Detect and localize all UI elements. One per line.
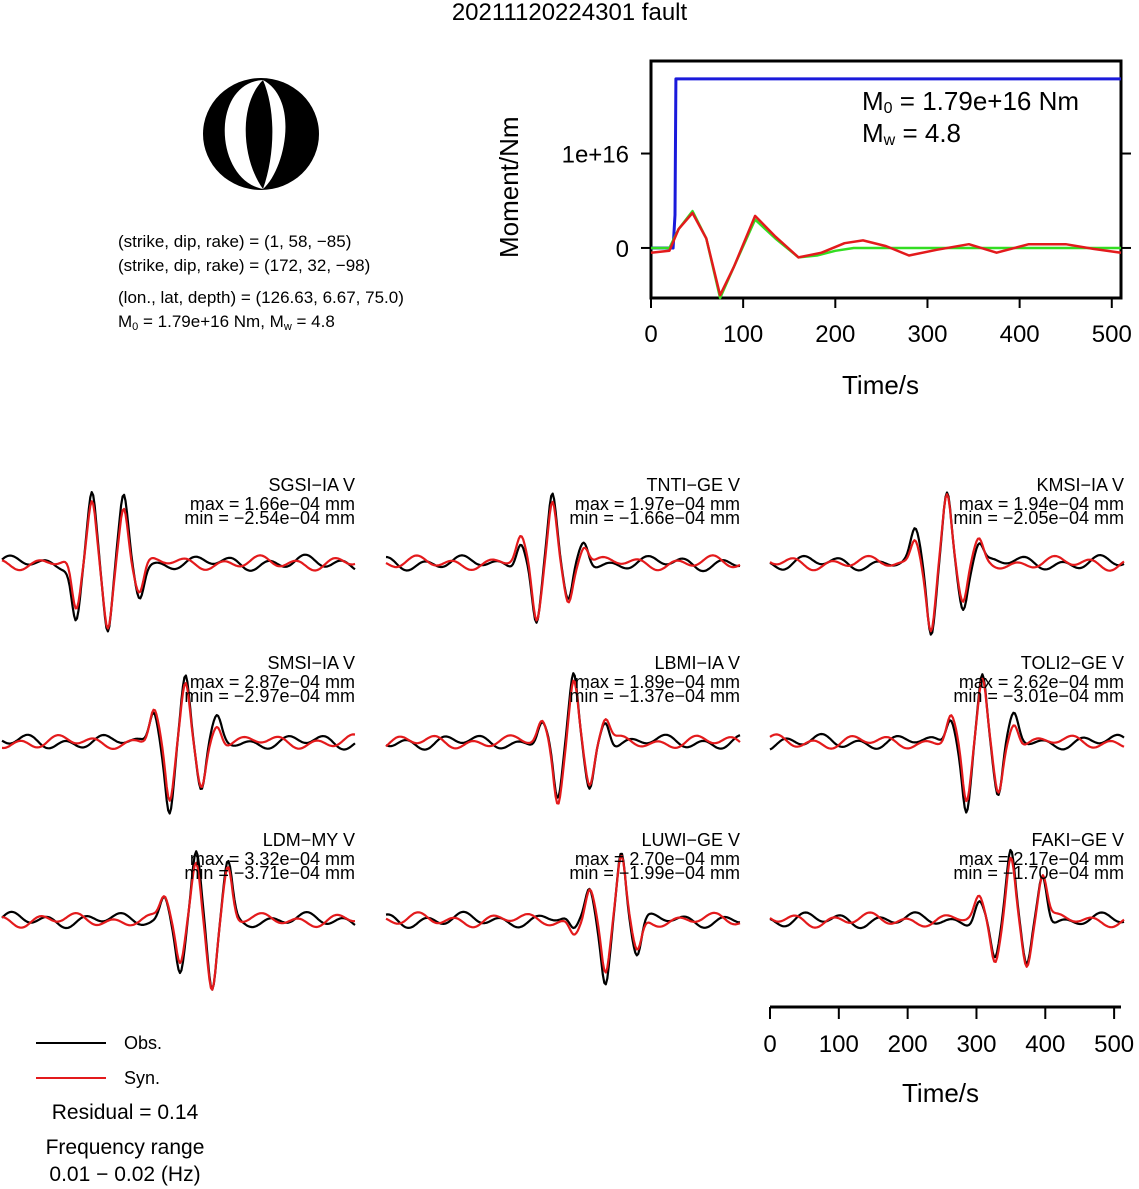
station-min: min = −3.71e−04 mm: [184, 863, 355, 883]
waveform-syn: [769, 856, 1125, 968]
station-max: max = 2.62e−04 mm: [958, 672, 1124, 692]
legend-syn-label: Syn.: [124, 1068, 161, 1088]
station-name: LUWI−GE V: [641, 830, 740, 850]
moment-xtick-label: 200: [815, 321, 855, 348]
moment-series-2: [650, 211, 1122, 297]
waveform-syn: [1, 682, 356, 802]
focal-line-1: (strike, dip, rake) = (1, 58, −85): [118, 232, 352, 251]
station-name: KMSI−IA V: [1036, 475, 1124, 495]
waveform-xtick-label: 500: [1094, 1031, 1134, 1058]
station-min: min = −2.05e−04 mm: [953, 508, 1124, 528]
station-min: min = −2.54e−04 mm: [184, 508, 355, 528]
chart-title: 20211120224301 fault: [451, 0, 688, 26]
moment-ylabel: Moment/Nm: [494, 116, 524, 258]
moment-ytick-label: 1e+16: [562, 142, 629, 169]
station-max: max = 2.87e−04 mm: [189, 672, 355, 692]
station-name: TOLI2−GE V: [1020, 653, 1124, 673]
station-max: max = 1.94e−04 mm: [958, 494, 1124, 514]
waveform-syn: [769, 677, 1125, 803]
waveform-xtick-label: 200: [888, 1031, 928, 1058]
moment-series-0: [651, 77, 1121, 250]
station-panel: [385, 492, 741, 624]
beachball-icon: [203, 78, 319, 190]
waveform-xtick-label: 400: [1025, 1031, 1065, 1058]
moment-xtick-label: 300: [907, 321, 947, 348]
moment-xlabel: Time/s: [842, 370, 920, 400]
station-panel: [1, 491, 356, 633]
station-max: max = 3.32e−04 mm: [189, 849, 355, 869]
station-name: FAKI−GE V: [1031, 830, 1124, 850]
station-min: min = −1.37e−04 mm: [569, 686, 740, 706]
station-name: SGSI−IA V: [268, 475, 355, 495]
station-max: max = 1.66e−04 mm: [189, 494, 355, 514]
waveform-syn: [769, 493, 1125, 633]
station-min: min = −1.70e−04 mm: [953, 863, 1124, 883]
station-max: max = 2.70e−04 mm: [574, 849, 740, 869]
moment-ytick-label: 0: [616, 236, 629, 263]
frequency-range: 0.01 − 0.02 (Hz): [49, 1163, 201, 1186]
residual-text: Residual = 0.14: [51, 1101, 199, 1124]
waveform-grid: 0 100 200 300 400 500: [1, 491, 1134, 1058]
moment-mw-annotation: Mw = 4.8: [862, 118, 962, 149]
waveform-syn: [1, 861, 356, 991]
waveform-syn: [1, 500, 356, 630]
focal-line-4: M0 = 1.79e+16 Nm, Mw = 4.8: [118, 312, 335, 333]
moment-frame: [649, 59, 1123, 300]
station-panel: [1, 850, 356, 991]
station-name: SMSI−IA V: [267, 653, 355, 673]
station-max: max = 1.89e−04 mm: [574, 672, 740, 692]
station-min: min = −1.99e−04 mm: [569, 863, 740, 883]
station-name: TNTI−GE V: [646, 475, 740, 495]
station-panel: [769, 848, 1125, 968]
moment-plot: 0 100 200 300 400 500 0 1e+16: [562, 59, 1132, 348]
legend-obs-label: Obs.: [124, 1033, 163, 1053]
waveform-xtick-label: 300: [956, 1031, 996, 1058]
frequency-label: Frequency range: [45, 1136, 205, 1159]
station-min: min = −2.97e−04 mm: [184, 686, 355, 706]
station-panel: [385, 852, 741, 986]
moment-xtick-label: 500: [1092, 321, 1132, 348]
station-name: LBMI−IA V: [654, 653, 740, 673]
station-max: max = 1.97e−04 mm: [574, 494, 740, 514]
waveform-xtick-label: 0: [763, 1031, 776, 1058]
moment-m0-annotation: M0 = 1.79e+16 Nm: [862, 86, 1080, 117]
moment-xtick-label: 400: [1000, 321, 1040, 348]
focal-line-3: (lon., lat, depth) = (126.63, 6.67, 75.0…: [118, 288, 404, 307]
waveform-syn: [385, 679, 741, 805]
focal-line-2: (strike, dip, rake) = (172, 32, −98): [118, 256, 371, 275]
waveform-xtick-label: 100: [819, 1031, 859, 1058]
waveform-syn: [385, 855, 741, 974]
station-max: max = 2.17e−04 mm: [958, 849, 1124, 869]
station-panel: [769, 673, 1125, 814]
moment-xtick-label: 100: [723, 321, 763, 348]
station-panel: [385, 672, 741, 805]
station-min: min = −3.01e−04 mm: [953, 686, 1124, 706]
waveform-syn: [385, 500, 741, 622]
station-panel: [1, 674, 356, 815]
station-min: min = −1.66e−04 mm: [569, 508, 740, 528]
waveform-xlabel: Time/s: [902, 1078, 980, 1108]
station-name: LDM−MY V: [262, 830, 355, 850]
moment-xtick-label: 0: [644, 321, 657, 348]
legend-lines: [36, 1042, 106, 1079]
station-panel: [769, 491, 1125, 636]
moment-series-1: [651, 209, 1121, 300]
